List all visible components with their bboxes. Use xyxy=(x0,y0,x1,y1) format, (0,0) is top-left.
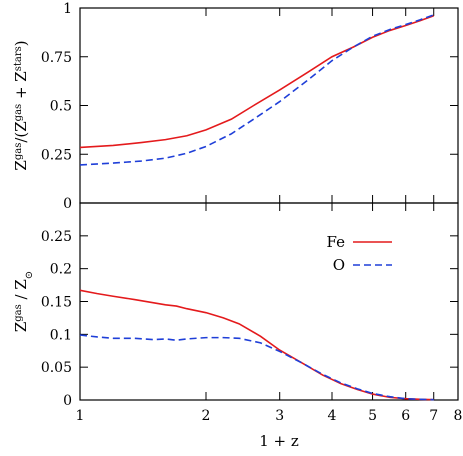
top-series-o xyxy=(79,14,435,166)
ytick-label-bottom: 0.05 xyxy=(41,360,72,376)
legend-label-fe: Fe xyxy=(327,233,346,251)
bottom-y-axis-label: Zgas / Z⊙ xyxy=(12,271,35,332)
xtick-label: 4 xyxy=(328,408,337,424)
legend-label-o: O xyxy=(333,256,345,274)
xtick-label: 1 xyxy=(76,408,85,424)
xtick-label: 7 xyxy=(429,408,438,424)
top-frame xyxy=(79,7,459,204)
xtick-label: 8 xyxy=(454,408,463,424)
ytick-label-top: 0 xyxy=(63,196,72,212)
ytick-label-top: 0.75 xyxy=(41,50,72,66)
top-panel: 0 0.25 0.5 0.75 1 xyxy=(41,1,459,212)
xtick-label: 3 xyxy=(275,408,284,424)
ytick-label-bottom: 0.25 xyxy=(41,229,72,245)
ytick-label-top: 0.25 xyxy=(41,147,72,163)
top-series-fe xyxy=(79,15,435,149)
ytick-label-bottom: 0.1 xyxy=(50,327,72,343)
bottom-series-fe xyxy=(79,289,434,401)
ytick-label-top: 1 xyxy=(63,1,72,17)
bottom-frame xyxy=(79,202,459,401)
ytick-label-bottom: 0 xyxy=(63,393,72,409)
ytick-label-bottom: 0.15 xyxy=(41,295,72,311)
top-y-axis-label: Zgas/(Zgas + Zstars) xyxy=(12,40,30,170)
x-axis-label: 1 + z xyxy=(259,432,299,450)
ytick-label-bottom: 0.2 xyxy=(50,262,72,278)
bottom-series-o xyxy=(79,334,434,401)
legend: Fe O xyxy=(327,233,392,274)
xtick-label: 5 xyxy=(368,408,377,424)
xtick-label: 2 xyxy=(202,408,211,424)
bottom-panel: 0 0.05 0.1 0.15 0.2 0.25 1 2 3 4 5 6 7 8 xyxy=(41,202,463,424)
ytick-label-top: 0.5 xyxy=(50,99,72,115)
xtick-label: 6 xyxy=(401,408,410,424)
